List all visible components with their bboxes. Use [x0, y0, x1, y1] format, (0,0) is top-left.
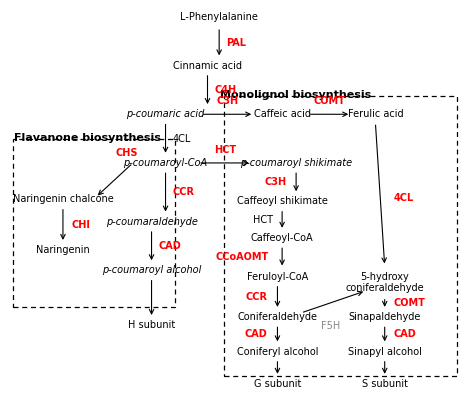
- Text: CAD: CAD: [245, 329, 267, 339]
- Text: F5H: F5H: [321, 321, 341, 331]
- Text: Caffeoyl shikimate: Caffeoyl shikimate: [237, 197, 328, 206]
- Text: H subunit: H subunit: [128, 320, 175, 330]
- Text: C4H: C4H: [215, 85, 237, 95]
- Text: Naringenin chalcone: Naringenin chalcone: [13, 195, 113, 204]
- Text: S subunit: S subunit: [362, 379, 408, 389]
- Text: Flavanone biosynthesis: Flavanone biosynthesis: [14, 133, 161, 143]
- Text: CCR: CCR: [245, 292, 267, 302]
- Text: Sinapyl alcohol: Sinapyl alcohol: [348, 346, 422, 357]
- Text: p-coumaroyl shikimate: p-coumaroyl shikimate: [240, 158, 352, 168]
- Text: 5-hydroxy
coniferaldehyde: 5-hydroxy coniferaldehyde: [346, 272, 424, 293]
- Text: CCoAOMT: CCoAOMT: [216, 252, 269, 262]
- Text: Ferulic acid: Ferulic acid: [347, 109, 403, 119]
- Text: COMT: COMT: [393, 298, 425, 308]
- Text: PAL: PAL: [226, 38, 246, 48]
- Text: CHS: CHS: [115, 148, 137, 158]
- Text: p-coumaric acid: p-coumaric acid: [127, 109, 205, 119]
- Text: Coniferaldehyde: Coniferaldehyde: [237, 312, 318, 322]
- Text: C3H: C3H: [216, 96, 238, 106]
- Text: p-coumaraldehyde: p-coumaraldehyde: [106, 217, 198, 227]
- Text: Naringenin: Naringenin: [36, 245, 90, 255]
- Text: G subunit: G subunit: [254, 379, 301, 389]
- Text: p-coumaroyl alcohol: p-coumaroyl alcohol: [102, 265, 201, 276]
- Text: Monolignol biosynthesis: Monolignol biosynthesis: [220, 90, 372, 100]
- Text: CCR: CCR: [173, 187, 194, 197]
- Text: Coniferyl alcohol: Coniferyl alcohol: [237, 346, 318, 357]
- Text: L-Phenylalanine: L-Phenylalanine: [180, 12, 258, 22]
- Text: CHI: CHI: [72, 220, 90, 230]
- Text: CAD: CAD: [158, 241, 181, 251]
- Text: Caffeic acid: Caffeic acid: [254, 109, 310, 119]
- Text: Feruloyl-CoA: Feruloyl-CoA: [247, 271, 308, 282]
- Text: Sinapaldehyde: Sinapaldehyde: [348, 312, 421, 322]
- Text: p-coumaroyl-CoA: p-coumaroyl-CoA: [123, 158, 208, 168]
- Text: C3H: C3H: [264, 177, 287, 187]
- Text: HCT: HCT: [253, 215, 273, 225]
- Text: HCT: HCT: [214, 145, 236, 155]
- Text: 4CL: 4CL: [173, 133, 191, 144]
- Text: Cinnamic acid: Cinnamic acid: [173, 61, 242, 70]
- Text: COMT: COMT: [313, 96, 346, 106]
- Text: CAD: CAD: [393, 329, 416, 339]
- Text: 4CL: 4CL: [394, 193, 414, 204]
- Text: Caffeoyl-CoA: Caffeoyl-CoA: [251, 233, 313, 243]
